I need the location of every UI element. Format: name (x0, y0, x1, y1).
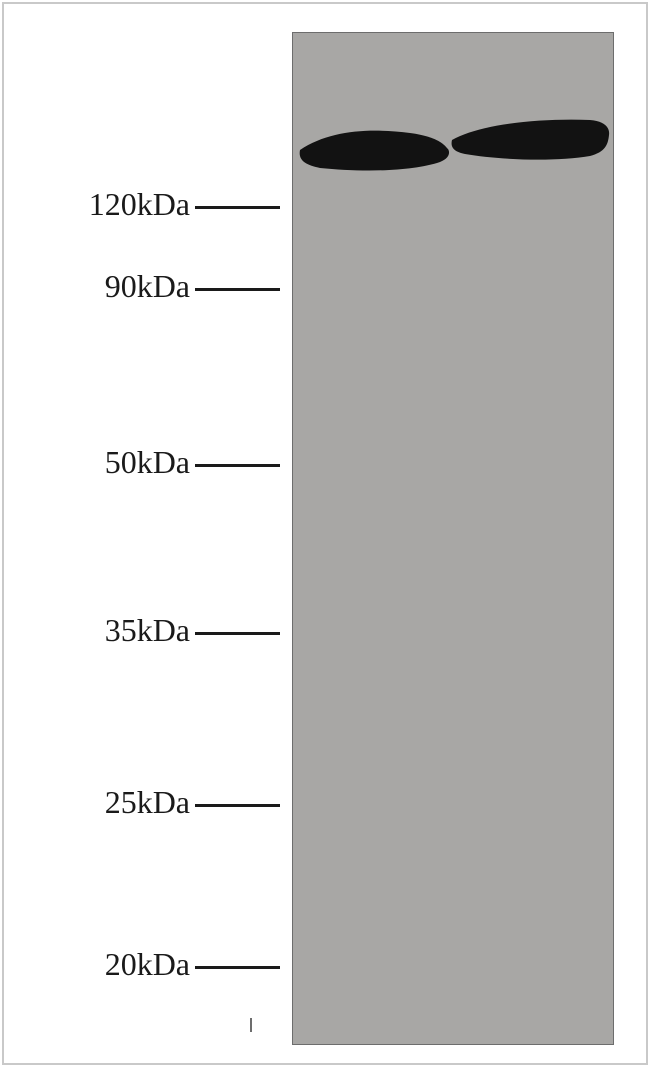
mw-label: 120kDa (89, 186, 190, 223)
axis-minor-tick (250, 1018, 252, 1032)
mw-tick (195, 966, 280, 969)
band-lane-2 (452, 120, 610, 160)
mw-tick (195, 464, 280, 467)
mw-tick (195, 206, 280, 209)
mw-tick (195, 632, 280, 635)
mw-tick (195, 288, 280, 291)
mw-label: 35kDa (105, 612, 190, 649)
mw-label: 90kDa (105, 268, 190, 305)
mw-label: 50kDa (105, 444, 190, 481)
mw-label: 25kDa (105, 784, 190, 821)
band-lane-1 (300, 131, 449, 171)
western-blot-figure: 120kDa 90kDa 50kDa 35kDa 25kDa 20kDa (0, 0, 650, 1067)
bands-layer (0, 0, 650, 1067)
mw-tick (195, 804, 280, 807)
mw-label: 20kDa (105, 946, 190, 983)
